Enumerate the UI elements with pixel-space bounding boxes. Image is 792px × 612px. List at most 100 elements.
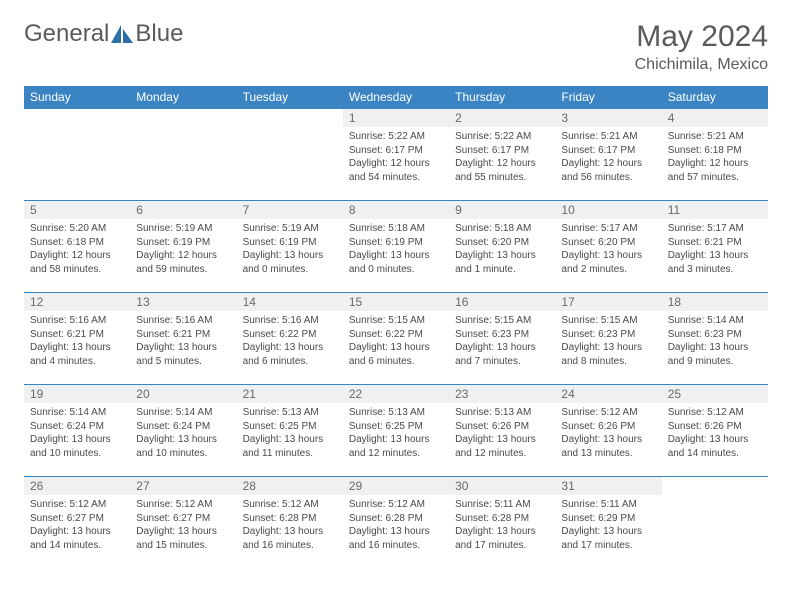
day-details: Sunrise: 5:12 AMSunset: 6:28 PMDaylight:… — [237, 495, 343, 556]
weekday-header: Wednesday — [343, 86, 449, 109]
calendar-cell: 7Sunrise: 5:19 AMSunset: 6:19 PMDaylight… — [237, 201, 343, 293]
day-details: Sunrise: 5:12 AMSunset: 6:27 PMDaylight:… — [24, 495, 130, 556]
day-details: Sunrise: 5:18 AMSunset: 6:19 PMDaylight:… — [343, 219, 449, 280]
day-number: 11 — [662, 201, 768, 219]
day-number: 5 — [24, 201, 130, 219]
day-number: 29 — [343, 477, 449, 495]
day-details: Sunrise: 5:19 AMSunset: 6:19 PMDaylight:… — [237, 219, 343, 280]
weekday-header: Thursday — [449, 86, 555, 109]
day-number: 27 — [130, 477, 236, 495]
day-number: 17 — [555, 293, 661, 311]
brand-word-2: Blue — [135, 20, 183, 48]
sail-icon — [111, 25, 133, 43]
day-number: 8 — [343, 201, 449, 219]
calendar-cell: 15Sunrise: 5:15 AMSunset: 6:22 PMDayligh… — [343, 293, 449, 385]
day-number: 15 — [343, 293, 449, 311]
calendar-row: 5Sunrise: 5:20 AMSunset: 6:18 PMDaylight… — [24, 201, 768, 293]
calendar-cell: 21Sunrise: 5:13 AMSunset: 6:25 PMDayligh… — [237, 385, 343, 477]
calendar-cell: 26Sunrise: 5:12 AMSunset: 6:27 PMDayligh… — [24, 477, 130, 569]
weekday-header: Tuesday — [237, 86, 343, 109]
calendar-cell: 18Sunrise: 5:14 AMSunset: 6:23 PMDayligh… — [662, 293, 768, 385]
calendar-cell: 23Sunrise: 5:13 AMSunset: 6:26 PMDayligh… — [449, 385, 555, 477]
day-number: 7 — [237, 201, 343, 219]
calendar-cell — [130, 109, 236, 201]
calendar-cell: 28Sunrise: 5:12 AMSunset: 6:28 PMDayligh… — [237, 477, 343, 569]
day-details: Sunrise: 5:12 AMSunset: 6:27 PMDaylight:… — [130, 495, 236, 556]
day-number: 9 — [449, 201, 555, 219]
day-details: Sunrise: 5:17 AMSunset: 6:21 PMDaylight:… — [662, 219, 768, 280]
weekday-header: Sunday — [24, 86, 130, 109]
day-number: 22 — [343, 385, 449, 403]
day-number: 26 — [24, 477, 130, 495]
location-label: Chichimila, Mexico — [635, 56, 768, 74]
day-details: Sunrise: 5:21 AMSunset: 6:18 PMDaylight:… — [662, 127, 768, 188]
calendar-cell: 17Sunrise: 5:15 AMSunset: 6:23 PMDayligh… — [555, 293, 661, 385]
day-number: 21 — [237, 385, 343, 403]
title-block: May 2024 Chichimila, Mexico — [635, 20, 768, 74]
day-details: Sunrise: 5:11 AMSunset: 6:28 PMDaylight:… — [449, 495, 555, 556]
day-details: Sunrise: 5:14 AMSunset: 6:23 PMDaylight:… — [662, 311, 768, 372]
day-number: 28 — [237, 477, 343, 495]
day-number: 30 — [449, 477, 555, 495]
brand-logo: General Blue — [24, 20, 183, 48]
calendar-cell: 31Sunrise: 5:11 AMSunset: 6:29 PMDayligh… — [555, 477, 661, 569]
day-details: Sunrise: 5:12 AMSunset: 6:28 PMDaylight:… — [343, 495, 449, 556]
day-details: Sunrise: 5:18 AMSunset: 6:20 PMDaylight:… — [449, 219, 555, 280]
calendar-cell — [662, 477, 768, 569]
month-title: May 2024 — [635, 20, 768, 54]
day-details: Sunrise: 5:12 AMSunset: 6:26 PMDaylight:… — [662, 403, 768, 464]
day-details: Sunrise: 5:21 AMSunset: 6:17 PMDaylight:… — [555, 127, 661, 188]
calendar-cell: 8Sunrise: 5:18 AMSunset: 6:19 PMDaylight… — [343, 201, 449, 293]
calendar-cell: 16Sunrise: 5:15 AMSunset: 6:23 PMDayligh… — [449, 293, 555, 385]
day-details: Sunrise: 5:16 AMSunset: 6:21 PMDaylight:… — [130, 311, 236, 372]
weekday-header: Saturday — [662, 86, 768, 109]
calendar-cell — [237, 109, 343, 201]
calendar-cell: 10Sunrise: 5:17 AMSunset: 6:20 PMDayligh… — [555, 201, 661, 293]
day-details: Sunrise: 5:12 AMSunset: 6:26 PMDaylight:… — [555, 403, 661, 464]
day-number: 3 — [555, 109, 661, 127]
day-details: Sunrise: 5:13 AMSunset: 6:26 PMDaylight:… — [449, 403, 555, 464]
day-number: 18 — [662, 293, 768, 311]
calendar-cell: 9Sunrise: 5:18 AMSunset: 6:20 PMDaylight… — [449, 201, 555, 293]
calendar-row: 12Sunrise: 5:16 AMSunset: 6:21 PMDayligh… — [24, 293, 768, 385]
day-details: Sunrise: 5:14 AMSunset: 6:24 PMDaylight:… — [24, 403, 130, 464]
day-details: Sunrise: 5:13 AMSunset: 6:25 PMDaylight:… — [343, 403, 449, 464]
calendar-cell: 24Sunrise: 5:12 AMSunset: 6:26 PMDayligh… — [555, 385, 661, 477]
day-number: 16 — [449, 293, 555, 311]
calendar-body: 1Sunrise: 5:22 AMSunset: 6:17 PMDaylight… — [24, 109, 768, 569]
day-number: 19 — [24, 385, 130, 403]
calendar-cell — [24, 109, 130, 201]
calendar-cell: 27Sunrise: 5:12 AMSunset: 6:27 PMDayligh… — [130, 477, 236, 569]
calendar-row: 19Sunrise: 5:14 AMSunset: 6:24 PMDayligh… — [24, 385, 768, 477]
day-number: 31 — [555, 477, 661, 495]
day-number: 14 — [237, 293, 343, 311]
calendar-cell: 22Sunrise: 5:13 AMSunset: 6:25 PMDayligh… — [343, 385, 449, 477]
day-number: 1 — [343, 109, 449, 127]
weekday-header-row: SundayMondayTuesdayWednesdayThursdayFrid… — [24, 86, 768, 109]
day-details: Sunrise: 5:16 AMSunset: 6:21 PMDaylight:… — [24, 311, 130, 372]
calendar-cell: 3Sunrise: 5:21 AMSunset: 6:17 PMDaylight… — [555, 109, 661, 201]
day-number: 6 — [130, 201, 236, 219]
day-number: 20 — [130, 385, 236, 403]
day-details: Sunrise: 5:22 AMSunset: 6:17 PMDaylight:… — [449, 127, 555, 188]
day-details: Sunrise: 5:16 AMSunset: 6:22 PMDaylight:… — [237, 311, 343, 372]
calendar-cell: 5Sunrise: 5:20 AMSunset: 6:18 PMDaylight… — [24, 201, 130, 293]
day-number: 24 — [555, 385, 661, 403]
calendar-cell: 2Sunrise: 5:22 AMSunset: 6:17 PMDaylight… — [449, 109, 555, 201]
day-details: Sunrise: 5:15 AMSunset: 6:22 PMDaylight:… — [343, 311, 449, 372]
calendar-cell: 4Sunrise: 5:21 AMSunset: 6:18 PMDaylight… — [662, 109, 768, 201]
calendar-cell: 25Sunrise: 5:12 AMSunset: 6:26 PMDayligh… — [662, 385, 768, 477]
day-number: 23 — [449, 385, 555, 403]
day-details: Sunrise: 5:19 AMSunset: 6:19 PMDaylight:… — [130, 219, 236, 280]
weekday-header: Friday — [555, 86, 661, 109]
calendar-cell: 1Sunrise: 5:22 AMSunset: 6:17 PMDaylight… — [343, 109, 449, 201]
calendar-row: 26Sunrise: 5:12 AMSunset: 6:27 PMDayligh… — [24, 477, 768, 569]
calendar-cell: 20Sunrise: 5:14 AMSunset: 6:24 PMDayligh… — [130, 385, 236, 477]
day-details: Sunrise: 5:11 AMSunset: 6:29 PMDaylight:… — [555, 495, 661, 556]
calendar-row: 1Sunrise: 5:22 AMSunset: 6:17 PMDaylight… — [24, 109, 768, 201]
day-details: Sunrise: 5:15 AMSunset: 6:23 PMDaylight:… — [449, 311, 555, 372]
brand-word-1: General — [24, 20, 109, 48]
day-details: Sunrise: 5:13 AMSunset: 6:25 PMDaylight:… — [237, 403, 343, 464]
day-number: 13 — [130, 293, 236, 311]
day-number: 4 — [662, 109, 768, 127]
